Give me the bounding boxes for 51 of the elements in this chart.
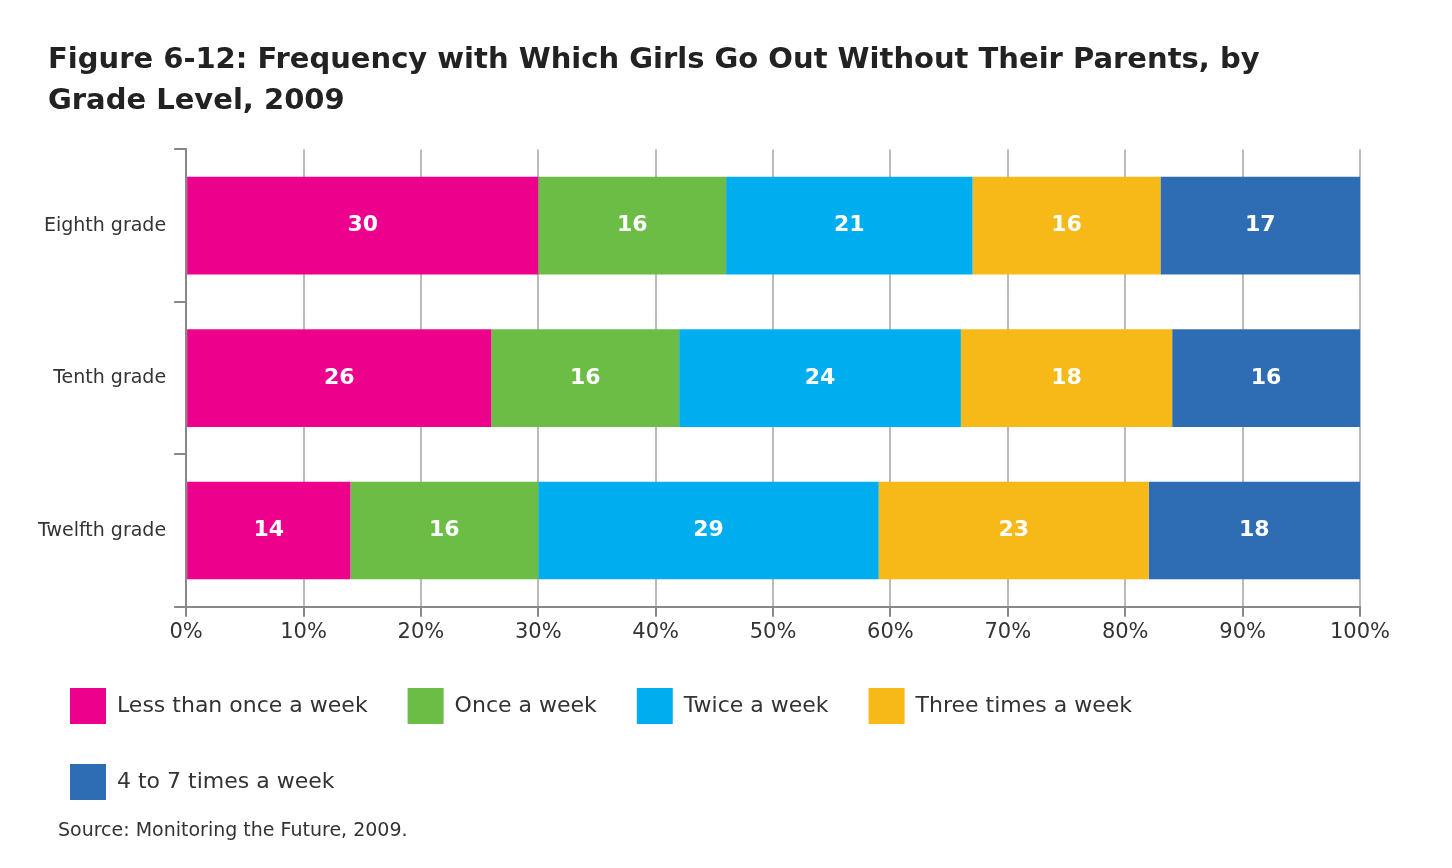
- data-label: 30: [347, 211, 379, 237]
- data-label: 21: [834, 211, 865, 237]
- x-tick-label: 50%: [749, 618, 797, 643]
- bar: [1160, 176, 1360, 275]
- y-tick-label: Eighth grade: [43, 212, 167, 235]
- bar: [726, 176, 973, 275]
- bar: [538, 481, 879, 580]
- chart-title: Figure 6-12: Frequency with Which Girls Go Out Without Their Parents, by Grade Level, 2009: [48, 40, 1261, 118]
- data-label: 16: [1250, 363, 1282, 389]
- x-tick-label: 0%: [169, 618, 203, 643]
- bar: [972, 176, 1161, 275]
- legend-label: Less than once a week: [117, 691, 368, 717]
- data-label: 14: [253, 516, 285, 542]
- data-label: 29: [693, 516, 724, 542]
- bar: [679, 329, 961, 427]
- data-label: 18: [1051, 363, 1082, 389]
- bar: [350, 481, 539, 580]
- data-label: 18: [1239, 516, 1270, 542]
- x-tick-label: 20%: [397, 618, 445, 643]
- bar: [1148, 481, 1360, 580]
- legend-label: Once a week: [454, 691, 598, 717]
- legend-label: Three times a week: [914, 691, 1133, 717]
- data-label: 16: [1051, 211, 1082, 237]
- bar: [878, 481, 1149, 580]
- x-tick-label: 100%: [1329, 618, 1391, 643]
- y-tick-label: Tenth grade: [52, 365, 167, 388]
- data-label: 17: [1244, 211, 1276, 237]
- bar: [491, 329, 680, 427]
- x-tick-label: 30%: [514, 618, 562, 643]
- source-note: Source: Monitoring the Future, 2009.: [58, 818, 408, 840]
- bar: [187, 481, 351, 580]
- legend-label: Twice a week: [682, 691, 829, 717]
- x-tick-label: 40%: [632, 618, 680, 643]
- legend-label: 4 to 7 times a week: [117, 767, 335, 793]
- data-label: 16: [569, 363, 601, 389]
- bar: [1172, 329, 1360, 427]
- bar: [187, 176, 539, 275]
- x-tick-label: 80%: [1101, 618, 1149, 643]
- x-tick-label: 70%: [984, 618, 1032, 643]
- data-label: 26: [323, 363, 355, 389]
- data-label: 24: [804, 363, 836, 389]
- data-label: 16: [616, 211, 648, 237]
- data-label: 16: [429, 516, 460, 542]
- x-tick-label: 60%: [867, 618, 914, 643]
- bar: [538, 176, 727, 275]
- x-tick-label: 90%: [1219, 618, 1266, 643]
- data-label: 23: [998, 516, 1030, 542]
- bar: [960, 329, 1173, 427]
- y-tick-label: Twelfth grade: [37, 517, 167, 540]
- bar: [187, 329, 492, 427]
- x-tick-label: 10%: [280, 618, 327, 643]
